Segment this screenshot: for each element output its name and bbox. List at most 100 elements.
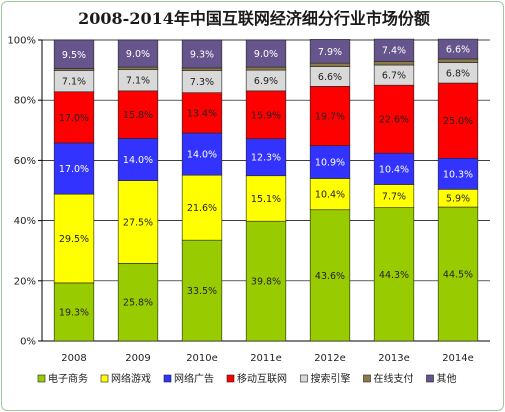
data-label: 7.9%: [318, 47, 342, 58]
data-label: 5.9%: [446, 194, 470, 205]
legend-entry: 网络广告: [174, 372, 214, 385]
bar-segment: [245, 220, 287, 342]
data-label: 7.1%: [62, 77, 86, 88]
bar-segment: [53, 193, 95, 284]
y-axis-ticks: 0% 20% 40% 60% 80% 100%: [7, 36, 42, 348]
legend-swatch: [163, 374, 172, 383]
legend-entry: 移动互联网: [237, 372, 287, 385]
bar-segment: [53, 142, 95, 195]
data-label: 12.3%: [251, 153, 281, 164]
data-label: 9.0%: [126, 49, 150, 60]
bar-segment: [437, 206, 479, 342]
data-label: 10.9%: [315, 158, 345, 169]
bar-segment: [245, 39, 287, 68]
bar-segment: [373, 61, 415, 66]
data-label: 10.4%: [379, 164, 409, 175]
bar-segment: [53, 282, 95, 342]
legend-entry: 电子商务: [48, 372, 88, 385]
bar-segment: [117, 90, 159, 139]
data-label: 29.5%: [59, 234, 89, 245]
data-label: 15.1%: [251, 194, 281, 205]
y-tick-label: 60%: [14, 156, 36, 167]
bar-segment: [245, 66, 287, 71]
bar-segment: [309, 62, 351, 67]
legend-swatch: [300, 374, 308, 383]
legend-entry: 搜索引擎: [311, 372, 351, 385]
data-label: 7.1%: [126, 76, 150, 87]
data-label: 21.6%: [187, 203, 217, 214]
x-tick-label: 2012e: [314, 353, 346, 364]
data-label: 43.6%: [315, 271, 345, 282]
bar-segment: [245, 90, 287, 140]
data-label: 19.7%: [315, 112, 345, 123]
data-label: 19.3%: [59, 307, 89, 318]
bar-segment: [309, 39, 351, 64]
x-tick-label: 2008: [61, 353, 86, 364]
bar-segment: [117, 66, 159, 70]
data-label: 10.4%: [315, 190, 345, 201]
data-label: 6.7%: [382, 71, 406, 82]
bar-segment: [437, 38, 479, 60]
legend-swatch: [426, 374, 434, 383]
legend-swatch: [363, 374, 371, 383]
data-label: 25.8%: [123, 298, 153, 309]
legend-entry: 其他: [437, 372, 457, 385]
data-label: 9.5%: [62, 50, 86, 61]
data-label: 44.3%: [379, 270, 409, 281]
chart-title: 2008-2014年中国互联网经济细分行业市场份额: [78, 9, 430, 28]
data-label: 39.8%: [251, 277, 281, 288]
bar-segment: [117, 180, 159, 264]
data-label: 7.4%: [382, 46, 406, 57]
legend-swatch: [37, 374, 46, 383]
bar-segment: [245, 175, 287, 222]
data-label: 14.0%: [123, 155, 153, 166]
data-label: 9.3%: [190, 49, 214, 60]
x-tick-label: 2014e: [442, 353, 474, 364]
bar-segment: [309, 178, 351, 211]
bar-segment: [373, 38, 415, 62]
y-tick-label: 80%: [14, 96, 36, 107]
x-tick-label: 2009: [125, 353, 150, 364]
legend-swatch: [226, 374, 235, 383]
y-tick-label: 100%: [7, 36, 36, 47]
data-label: 6.6%: [318, 72, 342, 83]
data-label: 44.5%: [443, 270, 473, 281]
bar-segment: [181, 239, 223, 342]
x-axis-ticks: 2008 2009 2010e 2011e 2012e 2013e 2014e: [61, 353, 474, 364]
y-tick-label: 0%: [20, 337, 36, 348]
data-label: 13.4%: [187, 108, 217, 119]
bar-segment: [309, 209, 351, 342]
x-tick-label: 2013e: [378, 353, 410, 364]
data-label: 7.3%: [190, 77, 214, 88]
y-tick-label: 40%: [14, 216, 36, 227]
data-label: 6.8%: [446, 68, 470, 79]
bar-segment: [181, 67, 223, 72]
bar-segment: [181, 174, 223, 241]
y-tick-label: 20%: [14, 276, 36, 287]
data-label: 6.9%: [254, 76, 278, 87]
bar-segment: [181, 92, 223, 134]
bar-segment: [181, 39, 223, 69]
bar-segment: [117, 39, 159, 68]
bars: 19.3% 29.5% 17.0% 17.0% 7.1% 9.5% 25.8% 27.5% 14…: [53, 38, 479, 342]
data-label: 25.0%: [443, 116, 473, 127]
data-label: 15.8%: [123, 110, 153, 121]
legend-entry: 网络游戏: [111, 372, 151, 385]
bar-segment: [117, 263, 159, 342]
bar-segment: [53, 91, 95, 144]
data-label: 33.5%: [187, 286, 217, 297]
bar-segment: [181, 132, 223, 176]
x-tick-label: 2011e: [250, 353, 282, 364]
bar-segment: [245, 138, 287, 177]
bar-segment: [373, 152, 415, 185]
bar-segment: [437, 58, 479, 63]
bar-segment: [53, 39, 95, 69]
bar-segment: [309, 86, 351, 146]
data-label: 9.0%: [254, 49, 278, 60]
bar-segment: [373, 207, 415, 342]
data-label: 15.9%: [251, 110, 281, 121]
legend-swatch: [100, 374, 109, 383]
data-label: 6.6%: [446, 45, 470, 56]
bar-segment: [437, 82, 479, 159]
